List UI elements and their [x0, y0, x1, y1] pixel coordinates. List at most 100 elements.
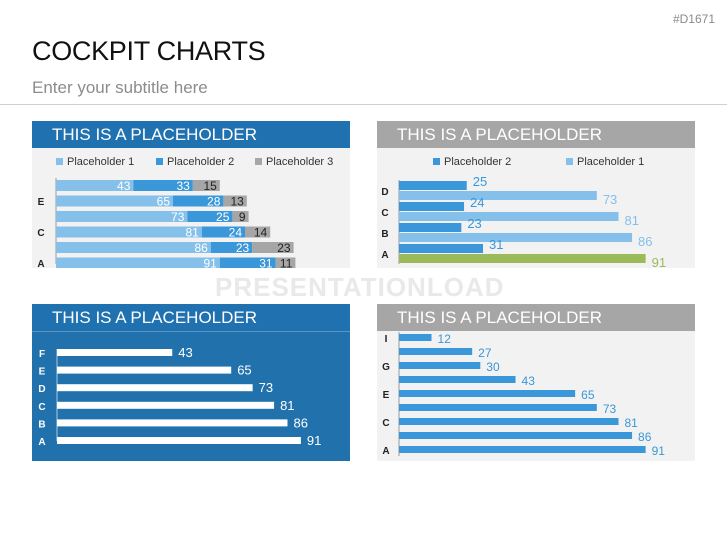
bar	[399, 223, 462, 232]
legend-swatch	[156, 158, 163, 165]
data-label: 65	[157, 195, 171, 209]
category-label: C	[37, 228, 44, 239]
bar	[57, 349, 173, 356]
stacked-bar-chart: Placeholder 1 Placeholder 2 Placeholder 3 4…	[37, 156, 333, 269]
bar	[57, 384, 253, 392]
data-label: 14	[254, 226, 268, 240]
data-label: 43	[522, 374, 536, 388]
bar-segment	[133, 180, 193, 191]
page-title: COCKPIT CHARTS	[32, 36, 266, 66]
bar	[399, 212, 619, 221]
bar	[57, 437, 301, 444]
data-label: 81	[185, 226, 199, 240]
bar	[399, 376, 516, 383]
bar-segment	[201, 226, 245, 238]
data-label: 25	[473, 174, 487, 189]
category-label: A	[37, 259, 44, 268]
data-label: 81	[625, 213, 639, 228]
chart-panel-2: THIS IS A PLACEHOLDER Placeholder 2 Place…	[377, 121, 695, 268]
data-label: 24	[470, 195, 484, 210]
data-label: 30	[486, 360, 500, 374]
bar-segment	[232, 211, 249, 222]
watermark-logo: PRESENTATIONLOAD	[215, 272, 505, 302]
data-label: 23	[236, 241, 250, 255]
chart-title: THIS IS A PLACEHOLDER	[377, 121, 695, 148]
data-label: 15	[203, 179, 217, 193]
data-label: 33	[176, 179, 190, 193]
chart-panel-1: THIS IS A PLACEHOLDER Placeholder 1 Place…	[32, 121, 350, 268]
bar-segment	[173, 195, 224, 207]
data-label: 43	[178, 345, 192, 360]
bar	[399, 244, 484, 253]
bar	[399, 348, 473, 355]
data-label: 23	[467, 216, 481, 231]
bar-segment	[56, 180, 134, 191]
legend-label: Placeholder 1	[67, 156, 134, 168]
data-label: 91	[307, 433, 321, 448]
page-subtitle[interactable]: Enter your subtitle here	[32, 78, 208, 97]
category-label: B	[381, 229, 388, 240]
data-label: 43	[117, 179, 131, 193]
bar	[399, 446, 646, 453]
bar-chart: F 43 E 65 D 73 C 81 B 86 A 91	[38, 345, 321, 448]
chart-title: THIS IS A PLACEHOLDER	[32, 121, 350, 148]
data-label: 9	[239, 210, 246, 224]
category-label: I	[385, 334, 388, 345]
grouped-bar-chart: Placeholder 2 Placeholder 1 D 25 73 C 24 81 B 23 8…	[381, 156, 666, 268]
data-label: 86	[638, 430, 652, 444]
category-label: A	[381, 250, 388, 261]
bar-segment	[275, 257, 296, 268]
chart-panel-3: THIS IS A PLACEHOLDER F 43 E 65 D 73 C 81 B 86 A 91	[32, 304, 350, 461]
category-label: B	[38, 419, 45, 430]
data-label: 81	[280, 398, 294, 413]
category-label: D	[38, 384, 45, 395]
data-label: 31	[259, 257, 273, 269]
bar	[399, 202, 465, 211]
data-label: 91	[652, 255, 666, 268]
data-label: 86	[194, 241, 208, 255]
data-label: 31	[489, 237, 503, 252]
category-label: C	[381, 208, 388, 219]
data-label: 25	[216, 210, 230, 224]
data-label: 28	[207, 195, 221, 209]
bar	[57, 419, 288, 427]
bar-segment	[245, 226, 271, 238]
bar	[399, 362, 481, 369]
bar-segment	[252, 242, 294, 253]
bar-segment	[210, 242, 253, 253]
bar-segment	[56, 211, 188, 222]
category-label: E	[38, 197, 45, 208]
bar	[399, 191, 597, 200]
data-label: 86	[293, 415, 307, 430]
data-label: 86	[638, 234, 652, 249]
legend-swatch	[566, 158, 573, 165]
legend-swatch	[255, 158, 262, 165]
category-label: A	[38, 437, 45, 448]
legend-label: Placeholder 3	[266, 156, 333, 168]
bar	[399, 181, 467, 190]
data-label: 11	[280, 257, 293, 269]
legend-swatch	[433, 158, 440, 165]
bar-segment	[223, 195, 247, 207]
data-label: 65	[581, 388, 595, 402]
category-label: C	[38, 402, 45, 413]
bar	[399, 233, 633, 242]
data-label: 91	[203, 257, 217, 269]
slide-code: #D1671	[672, 12, 715, 26]
data-label: 91	[652, 444, 666, 458]
bar	[399, 254, 646, 263]
data-label: 73	[171, 210, 185, 224]
category-label: E	[39, 367, 46, 378]
data-label: 24	[229, 226, 243, 240]
bar-segment	[56, 242, 211, 253]
bar	[399, 404, 597, 411]
category-label: G	[382, 362, 390, 373]
data-label: 12	[438, 332, 452, 346]
data-label: 81	[625, 416, 639, 430]
bar	[399, 334, 432, 341]
bar	[57, 401, 275, 409]
data-label: 73	[603, 192, 617, 207]
legend-swatch	[56, 158, 63, 165]
bar-segment	[56, 195, 173, 207]
